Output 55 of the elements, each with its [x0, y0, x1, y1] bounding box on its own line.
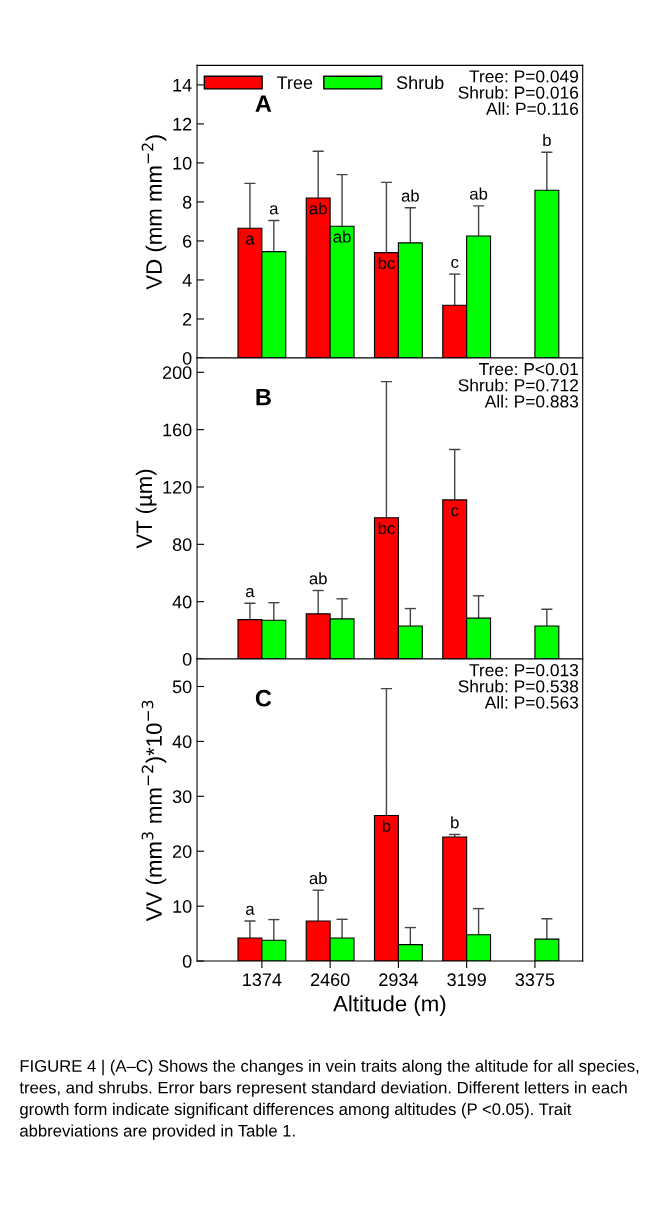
y-axis-title: VD (mm mm$^{−2}$): [141, 135, 167, 290]
annotation: bc: [378, 521, 395, 535]
y-tick-label: 2: [183, 312, 192, 326]
annotation: ab: [309, 572, 327, 585]
y-tick-label: 200: [162, 366, 192, 380]
y-tick-label: 50: [172, 680, 192, 694]
y-tick-label: 4: [182, 274, 192, 287]
annotation: ab: [333, 230, 351, 243]
y-tick-label: 8: [182, 195, 192, 209]
y-axis-title: VT (µm): [135, 469, 157, 549]
y-tick-label: 80: [172, 538, 192, 552]
y-tick-label: 0: [182, 351, 192, 365]
annotation: ab: [470, 187, 488, 200]
y-tick-label: 120: [163, 480, 192, 494]
x-tick-label: 2460: [310, 973, 350, 987]
annotation: c: [451, 258, 459, 269]
annotation: A: [255, 95, 272, 112]
annotation: Tree: P<0.01 Shrub: P=0.712 All: P=0.883: [458, 362, 579, 408]
x-tick-label: 1374: [243, 973, 282, 987]
y-tick-label: 12: [173, 117, 192, 131]
x-tick-label: 2934: [379, 973, 418, 987]
annotation: ab: [309, 871, 327, 885]
annotation: B: [256, 388, 271, 406]
caption: FIGURE 4 | (A–C) Shows the changes in vein traits along the altitude for all species, trees, and shrubs. Error bars represent standard deviation. Different letters in each growth form indicate significant differences among altitudes (P <0.05). Trait abbreviations are provided in Table 1.: [19, 1059, 639, 1140]
annotation: a: [246, 235, 255, 245]
y-axis-title: VV (mm$^{3}$ mm$^{−2}$)*10$^{−3}$: [141, 700, 167, 922]
annotation: Tree: P=0.049 Shrub: P=0.016 All: P=0.116: [458, 70, 579, 115]
annotation: bc: [378, 256, 395, 270]
x-tick-label: 3375: [515, 973, 555, 987]
annotation: c: [451, 507, 459, 517]
x-tick-label: 3199: [447, 973, 486, 987]
annotation: a: [246, 588, 255, 598]
annotation: a: [269, 205, 279, 215]
y-tick-label: 6: [183, 234, 192, 248]
y-tick-label: 14: [173, 79, 192, 92]
y-tick-label: 30: [172, 790, 192, 804]
y-tick-label: 40: [172, 595, 192, 609]
annotation: b: [382, 819, 391, 832]
y-tick-label: 0: [182, 954, 192, 968]
annotation: C: [255, 689, 272, 707]
annotation: Tree: P=0.013 Shrub: P=0.538 All: P=0.563: [458, 664, 579, 709]
y-tick-label: 10: [173, 900, 192, 913]
annotation: b: [543, 133, 551, 147]
legend-label: Tree: [276, 76, 313, 90]
y-tick-label: 160: [163, 423, 192, 437]
annotation: b: [451, 816, 459, 829]
y-tick-label: 0: [182, 652, 192, 666]
y-tick-label: 40: [172, 735, 192, 749]
annotation: ab: [401, 189, 419, 202]
y-tick-label: 20: [173, 845, 192, 858]
x-axis-title: Altitude (m): [333, 995, 446, 1016]
y-tick-label: 10: [173, 156, 192, 170]
annotation: a: [246, 905, 255, 915]
annotation: ab: [309, 202, 327, 215]
legend-label: Shrub: [396, 75, 444, 90]
